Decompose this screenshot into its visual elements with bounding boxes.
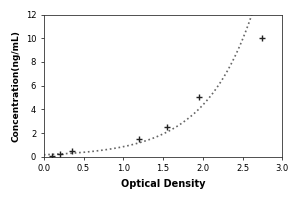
X-axis label: Optical Density: Optical Density: [121, 179, 205, 189]
Y-axis label: Concentration(ng/mL): Concentration(ng/mL): [11, 30, 20, 142]
